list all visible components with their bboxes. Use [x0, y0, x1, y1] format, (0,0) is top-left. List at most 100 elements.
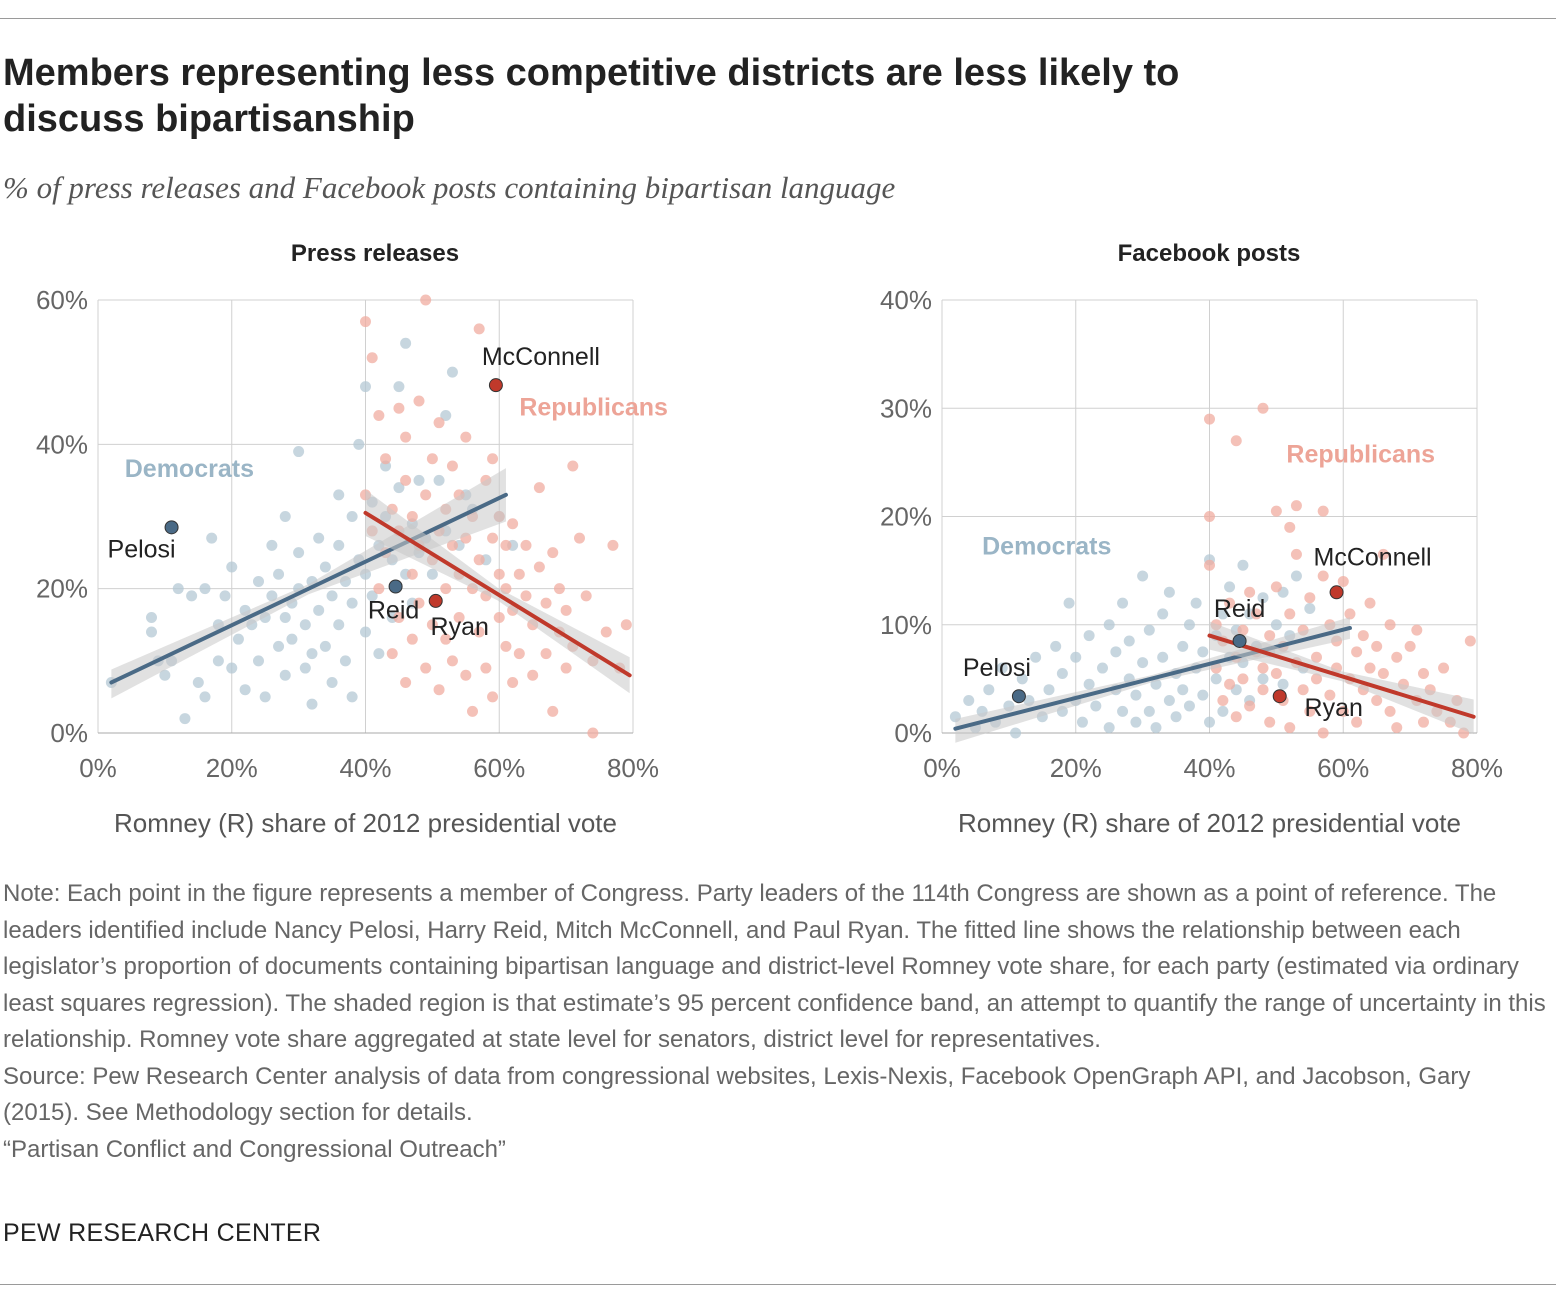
point-democrats — [373, 648, 385, 660]
point-democrats — [266, 590, 278, 602]
point-republicans — [1204, 559, 1215, 571]
point-democrats — [1217, 705, 1229, 717]
point-republicans — [1264, 630, 1276, 642]
point-democrats — [319, 561, 331, 573]
point-republicans — [1270, 505, 1282, 517]
point-republicans — [520, 539, 532, 551]
point-republicans — [1230, 711, 1242, 723]
point-democrats — [232, 633, 244, 645]
fit-line-democrats — [109, 492, 508, 685]
point-republicans — [420, 294, 432, 306]
x-tick-label: 80% — [1451, 753, 1503, 783]
point-republicans — [1391, 651, 1403, 663]
point-democrats — [1204, 716, 1215, 728]
point-republicans — [1324, 689, 1336, 701]
point-democrats — [1137, 657, 1149, 669]
y-tick-label: 0% — [50, 718, 88, 748]
point-republicans — [1317, 570, 1329, 582]
point-republicans — [1244, 586, 1256, 598]
x-tick-label: 0% — [923, 753, 961, 783]
y-tick-label: 40% — [36, 429, 88, 459]
confidence-band-republicans — [365, 489, 630, 694]
point-republicans — [607, 539, 619, 551]
point-democrats — [346, 597, 358, 609]
point-democrats — [1257, 673, 1269, 685]
leader-label-mcconnell: McConnell — [1314, 543, 1432, 571]
point-democrats — [326, 676, 338, 688]
fit-line-republicans — [1207, 633, 1476, 719]
leader-label-reid: Reid — [1214, 595, 1265, 623]
point-republicans — [446, 460, 458, 472]
point-democrats — [1277, 678, 1289, 690]
point-republicans — [426, 453, 438, 465]
point-republicans — [1284, 608, 1296, 620]
point-republicans — [380, 453, 392, 465]
point-republicans — [420, 662, 432, 674]
point-democrats — [446, 366, 458, 378]
panel-title: Facebook posts — [1118, 240, 1301, 267]
point-republicans — [406, 511, 418, 522]
point-democrats — [186, 590, 198, 602]
point-democrats — [206, 532, 218, 544]
point-democrats — [1143, 624, 1155, 636]
point-republicans — [1304, 592, 1316, 604]
point-republicans — [520, 590, 532, 602]
point-republicans — [547, 705, 559, 717]
point-republicans — [400, 676, 412, 688]
point-democrats — [440, 409, 452, 421]
point-democrats — [1097, 662, 1108, 674]
point-democrats — [1183, 700, 1195, 712]
point-democrats — [333, 539, 345, 551]
point-republicans — [487, 532, 499, 544]
point-republicans — [493, 568, 505, 580]
point-democrats — [306, 648, 318, 660]
point-democrats — [299, 619, 311, 631]
leader-point-ryan — [428, 593, 443, 608]
point-republicans — [406, 633, 418, 645]
point-democrats — [1137, 570, 1149, 582]
point-republicans — [433, 417, 445, 429]
point-democrats — [279, 612, 291, 624]
point-democrats — [333, 619, 345, 631]
point-democrats — [1117, 597, 1129, 609]
point-democrats — [1190, 597, 1202, 609]
point-republicans — [540, 597, 552, 609]
point-democrats — [353, 438, 365, 450]
point-republicans — [1438, 662, 1450, 674]
pew-credit: PEW RESEARCH CENTER — [3, 1219, 322, 1247]
leader-point-pelosi — [1011, 689, 1026, 704]
point-republicans — [446, 539, 458, 551]
point-democrats — [963, 695, 975, 707]
point-democrats — [226, 662, 238, 674]
panel-facebook-posts: Facebook posts 0% 20% 40% 60% 80% 0% 10% 20% 30% 4… — [880, 240, 1503, 838]
series-label-democrats: Democrats — [982, 532, 1111, 560]
point-democrats — [313, 604, 325, 616]
point-republicans — [413, 395, 425, 407]
point-democrats — [1010, 727, 1022, 739]
point-republicans — [453, 612, 465, 624]
point-democrats — [393, 381, 405, 393]
point-democrats — [279, 669, 291, 681]
point-democrats — [1090, 700, 1102, 712]
point-democrats — [400, 337, 412, 349]
point-republicans — [1304, 705, 1316, 717]
point-democrats — [159, 669, 171, 681]
point-republicans — [413, 597, 425, 609]
x-tick-label: 20% — [1050, 753, 1102, 783]
point-democrats — [266, 539, 278, 551]
point-democrats — [199, 583, 211, 595]
point-republicans — [533, 482, 545, 494]
point-republicans — [1418, 716, 1429, 728]
point-republicans — [1337, 575, 1349, 587]
point-democrats — [1210, 673, 1222, 685]
point-democrats — [259, 691, 271, 703]
series-label-republicans: Republicans — [1286, 440, 1435, 468]
point-republicans — [1364, 597, 1376, 609]
point-republicans — [366, 352, 378, 364]
point-democrats — [1016, 673, 1028, 685]
point-democrats — [199, 691, 211, 703]
point-republicans — [1257, 402, 1269, 414]
point-democrats — [1290, 570, 1302, 582]
leader-label-pelosi: Pelosi — [108, 535, 176, 563]
leader-label-pelosi: Pelosi — [963, 654, 1031, 682]
